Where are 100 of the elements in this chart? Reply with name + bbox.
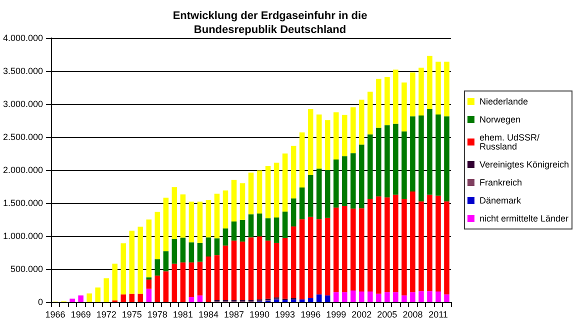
bar [154,259,160,276]
y-tick-label: 4.000.000 [2,33,44,43]
bar [282,154,288,212]
bar [402,295,407,302]
bar [376,128,382,196]
bar [402,82,407,132]
bar [163,271,169,302]
bar [359,100,364,145]
bar [146,280,152,289]
bar [427,194,432,292]
bar [256,170,262,214]
bar [316,168,322,220]
bar [316,114,322,169]
bar [138,226,144,294]
bar [265,218,271,241]
bar [188,242,194,262]
bar [299,132,305,188]
bar [393,194,398,292]
x-tick-label: 2008 [402,310,423,320]
bar [274,218,280,243]
bar [129,294,135,302]
bar [240,220,246,242]
bar [418,68,424,116]
bar [231,180,237,222]
bar [342,156,348,206]
y-tick-label: 2.000.000 [2,165,44,175]
bar [427,56,432,109]
bar [350,208,356,290]
bar [282,212,288,238]
bar [154,212,160,260]
bar [120,243,126,294]
bar [444,62,450,116]
x-tick-label: 1987 [224,310,244,320]
x-tick-label: 2002 [352,310,372,320]
bar [222,246,228,300]
bar [359,291,364,302]
bar [86,293,92,302]
bar [290,226,296,298]
bar [333,208,339,292]
y-tick-label: 1.500.000 [2,198,44,208]
bar [180,238,186,262]
y-tick-label: 3.000.000 [2,99,44,109]
legend-label: ehem. UdSSR/ Russland [479,132,540,152]
x-tick-label: 2011 [428,310,448,320]
bar [248,172,254,214]
bar [384,292,390,302]
x-tick-label: 1972 [96,310,116,320]
bar [197,242,203,262]
y-tick-label: 2.500.000 [2,132,44,142]
bar [146,220,152,278]
bar [316,294,322,302]
bar [444,116,450,202]
bar [231,221,237,241]
bar [368,92,373,134]
bar [436,114,441,196]
bar [384,197,390,292]
bar [78,295,84,302]
bar [427,108,432,195]
bar [274,242,280,298]
bar [129,230,135,294]
bar [104,278,109,302]
bar [248,214,254,238]
bar [402,131,407,200]
bar [418,116,424,202]
bar [393,70,398,124]
bar [95,287,100,302]
bar [146,288,152,302]
bar [324,170,330,218]
legend-label: Frankreich [479,178,522,188]
bar [138,294,144,302]
x-tick-label: 1993 [275,310,296,320]
x-tick-label: 1999 [326,310,346,320]
bar [324,295,330,302]
bar [333,112,339,160]
bar [282,238,288,299]
bar [214,194,220,238]
y-tick-label: 1.000.000 [2,231,44,241]
bar [274,162,280,218]
bar [418,291,424,302]
bar [214,255,220,300]
bar [231,240,237,300]
y-tick-label: 0 [38,297,44,307]
bar [265,240,271,299]
bar [350,290,356,302]
bar [299,187,305,220]
bar [350,153,356,209]
legend-label: Niederlande [479,96,528,106]
bar [376,78,382,128]
bar [299,219,305,300]
bar [172,238,178,264]
x-tick-label: 1984 [198,310,218,320]
bar [180,194,186,238]
x-tick-label: 1978 [147,310,168,320]
bar [256,236,262,300]
bar [308,174,314,217]
bar [248,237,254,300]
bar [240,183,246,220]
x-tick-label: 1990 [250,310,270,320]
bar [70,298,75,302]
bar [154,276,160,302]
